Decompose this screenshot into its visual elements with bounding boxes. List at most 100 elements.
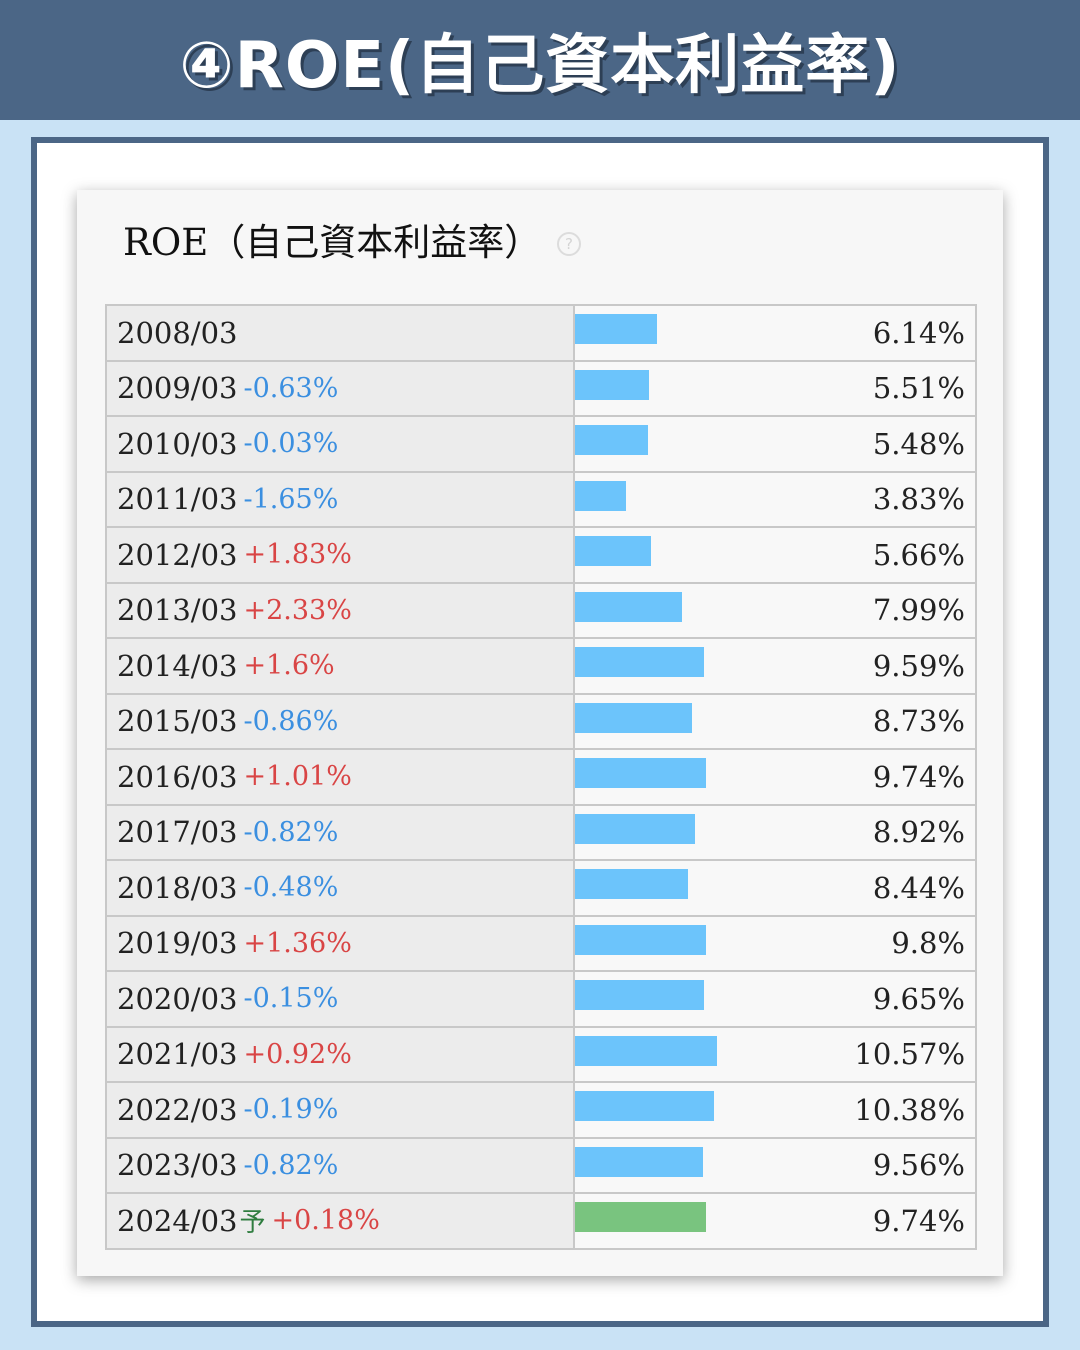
roe-bar <box>575 647 704 677</box>
value-label: 5.48% <box>872 426 965 461</box>
year-label: 2023/03 <box>117 1148 238 1183</box>
change-label: -0.63% <box>243 372 339 404</box>
bar-cell: 5.66% <box>575 528 975 582</box>
year-cell: 2024/03 予 +0.18% <box>107 1194 573 1248</box>
year-label: 2018/03 <box>117 870 238 905</box>
year-cell: 2014/03 +1.6% <box>107 639 573 693</box>
change-label: -0.03% <box>243 428 339 460</box>
table-row: 2015/03 -0.86% 8.73% <box>107 694 975 748</box>
forecast-bar <box>575 1202 706 1232</box>
bar-cell: 9.74% <box>575 1194 975 1248</box>
change-label: -0.48% <box>243 872 339 904</box>
year-cell: 2012/03 +1.83% <box>107 528 573 582</box>
change-label: -0.15% <box>243 983 339 1015</box>
question-circle-icon[interactable]: ? <box>557 232 581 256</box>
bar-cell: 10.38% <box>575 1083 975 1137</box>
value-label: 9.59% <box>872 648 965 683</box>
table-row: 2016/03 +1.01% 9.74% <box>107 750 975 804</box>
change-label: -0.82% <box>243 816 339 848</box>
table-row: 2020/03 -0.15% 9.65% <box>107 972 975 1026</box>
year-label: 2014/03 <box>117 648 238 683</box>
roe-bar <box>575 1035 717 1066</box>
year-label: 2024/03 <box>117 1203 238 1238</box>
year-label: 2021/03 <box>117 1037 238 1072</box>
roe-bar <box>575 591 683 622</box>
year-cell: 2013/03 +2.33% <box>107 583 573 637</box>
value-label: 9.74% <box>872 1203 965 1238</box>
year-label: 2022/03 <box>117 1092 238 1127</box>
value-label: 5.66% <box>872 537 965 572</box>
change-label: +1.6% <box>243 650 335 682</box>
roe-bar <box>575 1091 715 1121</box>
roe-bar <box>575 758 706 788</box>
change-label: -0.86% <box>243 705 339 737</box>
year-cell: 2018/03 -0.48% <box>107 861 573 915</box>
year-label: 2020/03 <box>117 981 238 1016</box>
bar-cell: 10.57% <box>575 1027 975 1081</box>
table-row: 2008/03 6.14% <box>107 306 975 360</box>
year-cell: 2022/03 -0.19% <box>107 1083 573 1137</box>
year-cell: 2011/03 -1.65% <box>107 472 573 526</box>
year-label: 2016/03 <box>117 759 238 794</box>
table-row: 2010/03 -0.03% 5.48% <box>107 417 975 471</box>
change-label: +1.01% <box>243 761 352 793</box>
table-row: 2018/03 -0.48% 8.44% <box>107 861 975 915</box>
roe-bar <box>575 480 627 511</box>
roe-bar <box>575 1146 704 1177</box>
change-label: -0.19% <box>243 1094 339 1126</box>
roe-bar <box>575 314 658 344</box>
table-row: 2021/03 +0.92% 10.57% <box>107 1027 975 1081</box>
roe-bar <box>575 813 695 844</box>
table-row: 2013/03 +2.33% 7.99% <box>107 583 975 637</box>
value-label: 7.99% <box>872 593 965 628</box>
table-row: 2022/03 -0.19% 10.38% <box>107 1083 975 1137</box>
year-label: 2012/03 <box>117 537 238 572</box>
bar-cell: 5.48% <box>575 417 975 471</box>
value-label: 9.74% <box>872 759 965 794</box>
bar-cell: 8.73% <box>575 694 975 748</box>
forecast-mark: 予 <box>239 1208 266 1239</box>
value-label: 9.56% <box>872 1148 965 1183</box>
year-cell: 2019/03 +1.36% <box>107 916 573 970</box>
value-label: 10.38% <box>854 1092 965 1127</box>
year-label: 2008/03 <box>117 315 238 350</box>
roe-card: ROE（自己資本利益率） ? 2008/03 6.14% 2009/03 -0.63%… <box>77 190 1003 1276</box>
change-label: +0.92% <box>243 1038 352 1070</box>
year-label: 2013/03 <box>117 593 238 628</box>
year-cell: 2009/03 -0.63% <box>107 361 573 415</box>
year-cell: 2010/03 -0.03% <box>107 417 573 471</box>
bar-cell: 5.51% <box>575 361 975 415</box>
year-cell: 2017/03 -0.82% <box>107 805 573 859</box>
value-label: 5.51% <box>872 371 965 406</box>
bar-cell: 9.56% <box>575 1138 975 1192</box>
change-label: +1.36% <box>243 927 352 959</box>
change-label: -0.82% <box>243 1149 339 1181</box>
roe-bar <box>575 924 707 955</box>
year-label: 2019/03 <box>117 926 238 961</box>
table-row: 2017/03 -0.82% 8.92% <box>107 805 975 859</box>
year-label: 2017/03 <box>117 815 238 850</box>
bar-cell: 8.44% <box>575 861 975 915</box>
table-row: 2023/03 -0.82% 9.56% <box>107 1138 975 1192</box>
value-label: 6.14% <box>872 315 965 350</box>
roe-bar <box>575 869 689 899</box>
roe-bar <box>575 536 651 566</box>
roe-bar <box>575 702 692 733</box>
value-label: 8.73% <box>872 704 965 739</box>
bar-cell: 9.59% <box>575 639 975 693</box>
table-row: 2024/03 予 +0.18% 9.74% <box>107 1194 975 1248</box>
bar-cell: 3.83% <box>575 472 975 526</box>
bar-cell: 6.14% <box>575 306 975 360</box>
roe-bar <box>575 369 649 400</box>
change-label: +1.83% <box>243 539 352 571</box>
bar-cell: 9.74% <box>575 750 975 804</box>
change-label: -1.65% <box>243 483 339 515</box>
year-label: 2009/03 <box>117 371 238 406</box>
bar-cell: 9.65% <box>575 972 975 1026</box>
header-banner: ④ROE(自己資本利益率) <box>0 0 1080 120</box>
bar-cell: 9.8% <box>575 916 975 970</box>
year-cell: 2016/03 +1.01% <box>107 750 573 804</box>
year-label: 2010/03 <box>117 426 238 461</box>
year-cell: 2015/03 -0.86% <box>107 694 573 748</box>
year-label: 2015/03 <box>117 704 238 739</box>
